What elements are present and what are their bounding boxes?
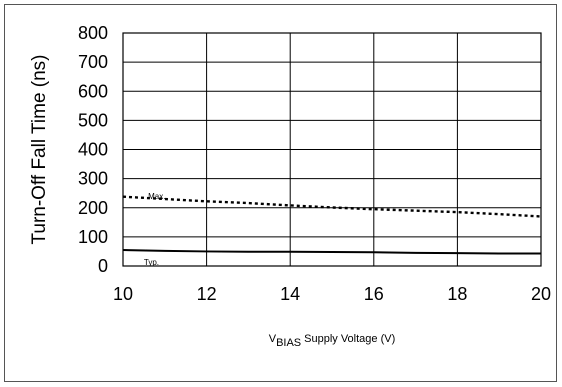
series-label-0: Max.	[148, 192, 165, 201]
plot-area-border	[122, 32, 542, 267]
y-tick-label-500: 500	[78, 110, 108, 130]
y-tick-label-200: 200	[78, 198, 108, 218]
y-tick-label-700: 700	[78, 52, 108, 72]
y-axis-title: Turn-Off Fall Time (ns)	[29, 54, 50, 244]
chart-frame	[4, 4, 557, 382]
series-layer: Max. Typ.	[122, 192, 542, 267]
y-tick-label-600: 600	[78, 81, 108, 101]
y-tick-label-800: 800	[78, 23, 108, 43]
series-line-typ	[122, 248, 541, 255]
x-axis-title-suffix: Supply Voltage (V)	[304, 333, 395, 345]
x-axis-title: VBIAS Supply Voltage (V)	[269, 333, 396, 349]
series-line-max	[122, 195, 542, 218]
plot-frame-layer	[122, 32, 542, 267]
grid-layer	[123, 33, 541, 266]
x-axis-title-prefix: V	[269, 333, 277, 345]
y-tick-label-100: 100	[78, 227, 108, 247]
x-tick-label-20: 20	[531, 284, 551, 304]
y-tick-label-300: 300	[78, 169, 108, 189]
y-tick-label-400: 400	[78, 140, 108, 160]
x-tick-label-14: 14	[280, 284, 300, 304]
x-tick-label-10: 10	[113, 284, 133, 304]
ticks-layer: 0 100 200 300 400 500 600 700 800 10 12 14 16 18 20	[78, 23, 551, 304]
x-axis-title-subscript: BIAS	[276, 337, 301, 349]
series-label-1: Typ.	[144, 258, 159, 267]
x-tick-label-16: 16	[364, 284, 384, 304]
y-tick-label-0: 0	[98, 256, 108, 276]
x-tick-label-18: 18	[447, 284, 467, 304]
x-tick-label-12: 12	[197, 284, 217, 304]
